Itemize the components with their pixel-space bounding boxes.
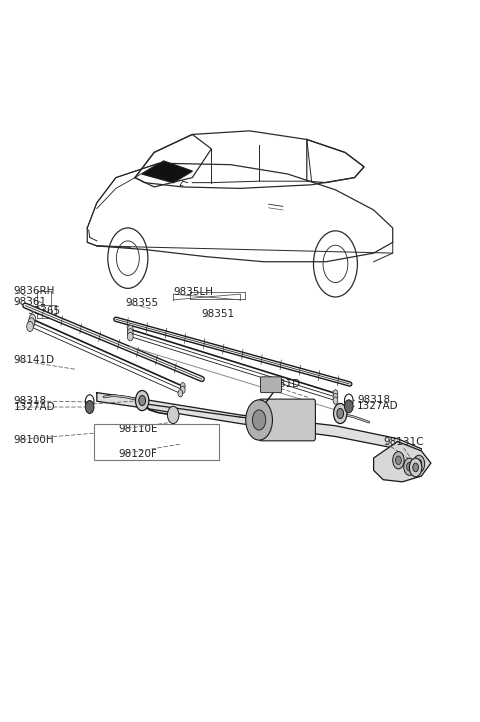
Text: 9835LH: 9835LH [173,287,213,297]
Circle shape [333,390,338,397]
Circle shape [180,383,185,390]
Circle shape [416,459,422,468]
Circle shape [127,329,133,337]
FancyBboxPatch shape [261,377,281,393]
Text: 98120F: 98120F [118,450,157,459]
Text: 98365: 98365 [28,305,61,316]
Circle shape [29,314,36,324]
Circle shape [127,325,133,334]
Circle shape [407,462,412,471]
Text: 98318: 98318 [13,396,47,406]
Text: 98141D: 98141D [13,355,54,365]
Circle shape [337,409,344,419]
Circle shape [127,332,133,341]
Text: 9836RH: 9836RH [13,285,55,295]
Circle shape [409,458,422,477]
Polygon shape [97,393,421,456]
Circle shape [334,404,347,424]
Text: 98100H: 98100H [13,435,54,445]
Circle shape [168,406,179,424]
Circle shape [396,456,401,464]
Circle shape [27,321,34,331]
Text: 98318: 98318 [357,395,390,405]
Circle shape [85,401,94,414]
Text: 98351: 98351 [202,308,235,318]
Circle shape [178,390,183,397]
Circle shape [333,397,338,404]
FancyBboxPatch shape [259,399,315,441]
Circle shape [333,393,338,401]
Circle shape [404,458,415,475]
Circle shape [413,463,419,471]
Bar [95,425,218,460]
Text: 98361: 98361 [13,297,47,307]
Circle shape [393,452,404,469]
Circle shape [180,386,185,393]
Circle shape [135,391,149,411]
Circle shape [246,400,273,440]
Polygon shape [373,442,431,482]
Circle shape [345,400,353,413]
Circle shape [139,396,145,406]
Polygon shape [142,161,192,183]
Text: 98131C: 98131C [383,437,424,446]
Text: 98110E: 98110E [118,425,158,435]
Text: 98355: 98355 [125,298,158,308]
Text: 1327AD: 1327AD [13,402,55,412]
Text: 1327AD: 1327AD [357,401,398,412]
Circle shape [252,410,266,430]
Circle shape [28,318,35,328]
Circle shape [413,455,425,472]
Text: 98131D: 98131D [259,379,300,389]
